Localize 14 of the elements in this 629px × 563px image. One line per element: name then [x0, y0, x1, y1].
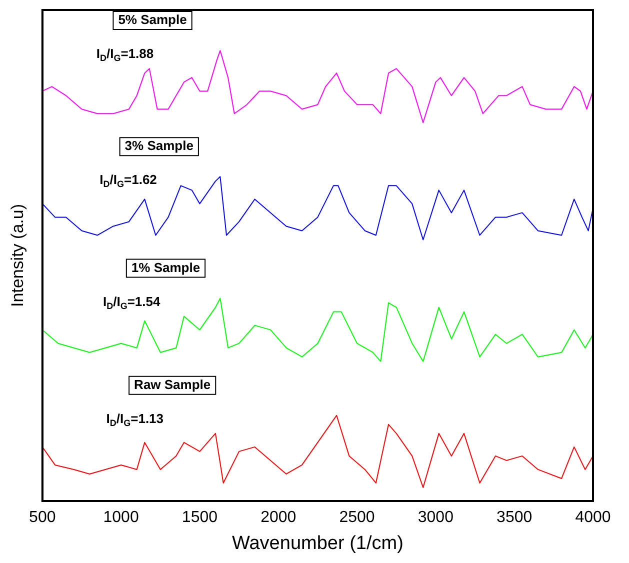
- x-tick-label: 2500: [339, 509, 375, 526]
- x-axis-title: Wavenumber (1/cm): [232, 532, 404, 554]
- x-tick-label: 1500: [182, 509, 218, 526]
- annotation: 3% Sample: [124, 138, 194, 154]
- y-axis-title: Intensity (a.u): [8, 204, 27, 307]
- x-tick-label: 3000: [418, 509, 454, 526]
- x-tick-label: 500: [29, 509, 56, 526]
- annotation: Raw Sample: [134, 376, 211, 392]
- annotation: 1% Sample: [131, 260, 200, 275]
- x-tick-label: 3500: [496, 509, 532, 526]
- x-tick-label: 4000: [575, 509, 611, 526]
- x-tick-label: 1000: [103, 509, 139, 526]
- text: 5% Sample: [118, 12, 187, 28]
- x-tick-label: 2000: [260, 509, 296, 526]
